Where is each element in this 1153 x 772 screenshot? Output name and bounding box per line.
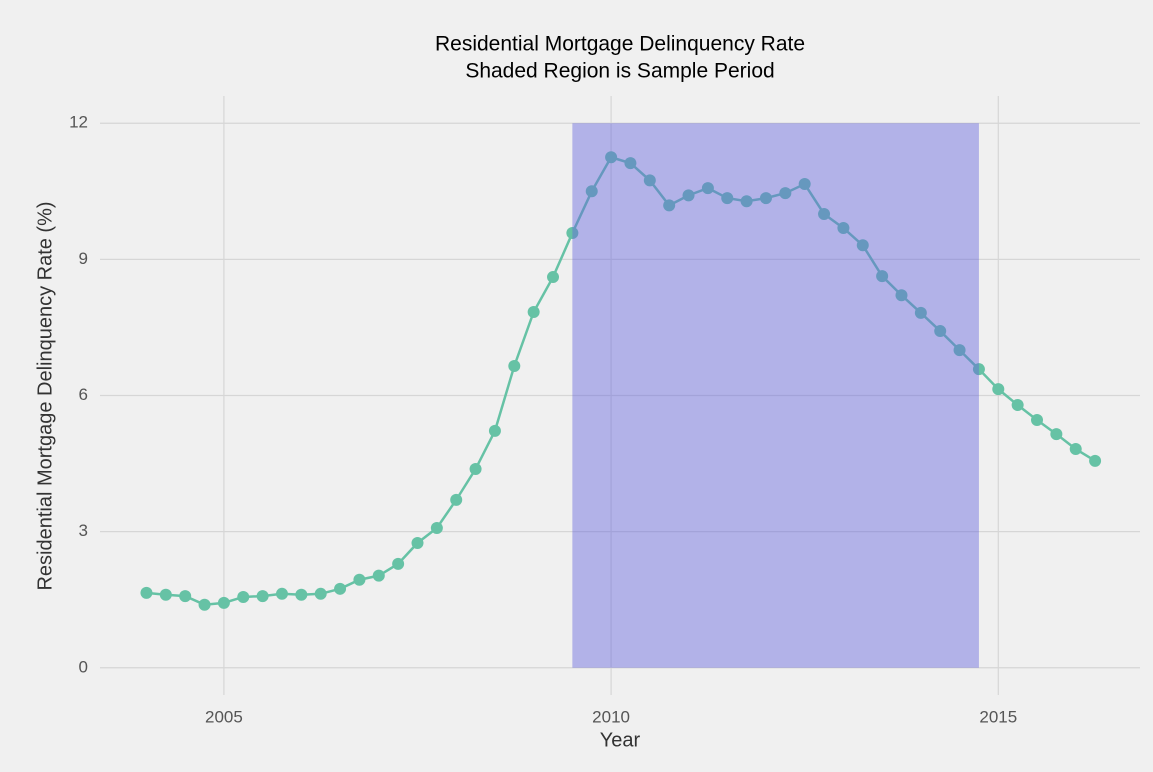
y-tick-label: 0 bbox=[79, 657, 88, 676]
chart-title: Residential Mortgage Delinquency Rate bbox=[435, 33, 805, 56]
data-point bbox=[411, 536, 424, 549]
data-point bbox=[217, 596, 230, 609]
data-point bbox=[256, 590, 269, 603]
data-point bbox=[566, 227, 579, 240]
data-point bbox=[140, 586, 153, 599]
data-point bbox=[469, 463, 482, 476]
chart-subtitle: Shaded Region is Sample Period bbox=[465, 60, 774, 83]
data-point bbox=[198, 598, 211, 611]
data-point bbox=[934, 325, 947, 338]
data-point bbox=[585, 185, 598, 198]
data-point bbox=[759, 192, 772, 205]
data-point bbox=[547, 271, 560, 284]
data-point bbox=[508, 360, 521, 373]
data-point bbox=[1050, 428, 1063, 441]
y-tick-label: 9 bbox=[79, 249, 88, 268]
data-point bbox=[624, 157, 637, 170]
data-point bbox=[953, 344, 966, 357]
data-point bbox=[334, 582, 347, 595]
x-tick-label: 2010 bbox=[592, 707, 630, 726]
data-point bbox=[740, 195, 753, 208]
data-point bbox=[1089, 454, 1102, 467]
data-point bbox=[701, 182, 714, 195]
data-point bbox=[856, 239, 869, 252]
data-point bbox=[488, 424, 501, 437]
data-point bbox=[353, 573, 366, 586]
y-tick-label: 12 bbox=[69, 113, 88, 132]
data-point bbox=[876, 270, 889, 283]
data-point bbox=[605, 151, 618, 164]
y-axis-label: Residential Mortgage Delinquency Rate (%… bbox=[34, 201, 56, 590]
data-point bbox=[721, 192, 734, 205]
data-point bbox=[314, 587, 327, 600]
data-point bbox=[179, 590, 192, 603]
y-tick-label: 6 bbox=[79, 385, 88, 404]
data-point bbox=[798, 178, 811, 191]
data-point bbox=[1069, 443, 1082, 456]
data-point bbox=[392, 557, 405, 570]
x-axis-label: Year bbox=[600, 729, 641, 751]
data-point bbox=[275, 587, 288, 600]
data-point bbox=[682, 189, 695, 202]
data-point bbox=[295, 588, 308, 601]
data-point bbox=[1031, 414, 1044, 427]
x-tick-label: 2015 bbox=[979, 707, 1017, 726]
data-point bbox=[643, 174, 656, 187]
data-point bbox=[450, 493, 463, 506]
shaded-region bbox=[572, 123, 979, 668]
data-point bbox=[372, 569, 385, 582]
data-point bbox=[895, 289, 908, 302]
data-point bbox=[237, 590, 250, 603]
data-point bbox=[779, 187, 792, 200]
data-point bbox=[837, 222, 850, 235]
x-tick-label: 2005 bbox=[205, 707, 243, 726]
data-point bbox=[818, 207, 831, 220]
data-point bbox=[527, 306, 540, 319]
data-point bbox=[430, 522, 443, 535]
data-point bbox=[972, 363, 985, 376]
data-point bbox=[992, 383, 1005, 396]
data-point bbox=[159, 588, 172, 601]
data-point bbox=[1011, 399, 1024, 412]
data-point bbox=[914, 306, 927, 319]
y-tick-label: 3 bbox=[79, 521, 88, 540]
data-point bbox=[663, 199, 676, 212]
